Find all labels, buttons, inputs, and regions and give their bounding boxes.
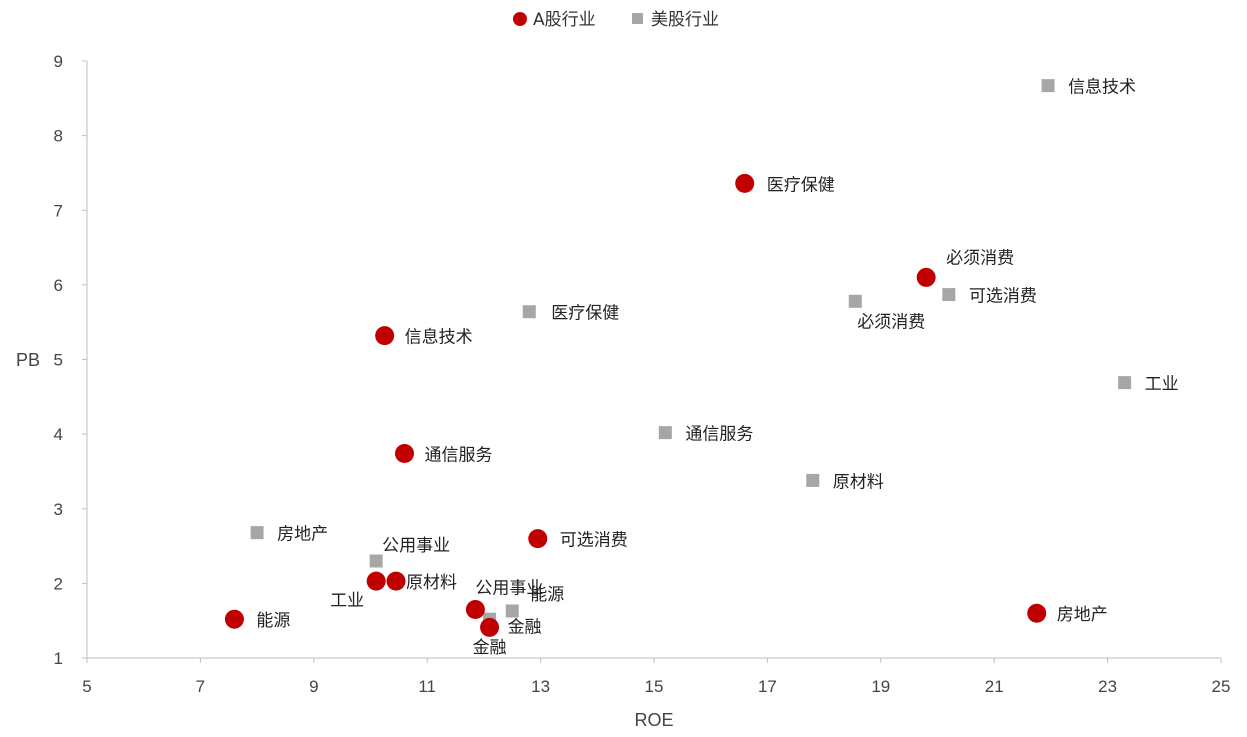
a-share-point: [480, 617, 500, 637]
a-share-point-label: 信息技术: [405, 328, 473, 348]
us-stock-point-label: 能源: [530, 585, 564, 605]
y-tick-label: 2: [54, 574, 63, 593]
a-share-point: [465, 599, 485, 619]
us-stock-point-label: 原材料: [833, 472, 884, 492]
x-tick-label: 11: [418, 677, 436, 696]
us-stock-point-label: 金融: [473, 638, 507, 658]
a-share-point-label: 公用事业: [475, 578, 543, 598]
legend: A股行业 美股行业: [513, 10, 719, 30]
a-share-point: [366, 571, 386, 591]
x-tick-label: 25: [1212, 677, 1231, 696]
y-tick-label: 6: [54, 276, 63, 295]
a-share-point: [224, 609, 244, 629]
y-tick-label: 3: [54, 500, 63, 519]
x-tick-label: 13: [531, 677, 550, 696]
us-stock-point: [522, 305, 536, 319]
us-stock-point-label: 医疗保健: [551, 304, 619, 324]
us-stock-point: [1118, 376, 1132, 390]
a-share-point-label: 工业: [330, 591, 364, 611]
x-tick-label: 21: [985, 677, 1004, 696]
us-stock-point-label: 信息技术: [1068, 78, 1136, 98]
a-share-point-label: 能源: [256, 611, 290, 631]
y-tick-label: 1: [54, 649, 63, 668]
us-stock-point: [1041, 79, 1055, 93]
a-share-point: [375, 326, 395, 346]
us-stock-point: [658, 426, 672, 440]
us-stock-point: [942, 288, 956, 302]
a-share-point-label: 金融: [508, 617, 542, 637]
us-stock-point: [806, 473, 820, 487]
x-axis-title: ROE: [634, 710, 673, 730]
x-tick-label: 9: [309, 677, 318, 696]
us-stock-point-label: 通信服务: [685, 425, 753, 445]
us-stock-point-label: 公用事业: [382, 536, 450, 556]
us-stock-point: [505, 604, 519, 618]
us-stock-point: [250, 526, 264, 540]
us-stock-point: [848, 294, 862, 308]
y-axis-title: PB: [16, 350, 40, 370]
legend-marker-a-share: [513, 12, 527, 26]
a-share-point-label: 医疗保健: [767, 175, 835, 195]
x-tick-label: 5: [82, 677, 91, 696]
y-tick-label: 5: [54, 351, 63, 370]
a-share-point: [395, 444, 415, 464]
a-share-point-label: 原材料: [406, 573, 457, 593]
us-stock-point-label: 工业: [1145, 375, 1179, 395]
legend-label-us-stock: 美股行业: [651, 10, 719, 30]
a-share-point-label: 可选消费: [560, 531, 628, 551]
us-stock-point-label: 必须消费: [857, 312, 925, 332]
legend-marker-us-stock: [632, 13, 643, 24]
y-tick-label: 4: [54, 425, 63, 444]
y-tick-label: 9: [54, 52, 63, 71]
legend-label-a-share: A股行业: [533, 10, 596, 30]
a-share-point-label: 必须消费: [946, 248, 1014, 268]
us-stock-point-label: 可选消费: [969, 287, 1037, 307]
a-share-point: [1027, 603, 1047, 623]
data-points: [224, 79, 1132, 637]
us-stock-point: [369, 554, 383, 568]
x-tick-label: 19: [871, 677, 890, 696]
a-share-point: [386, 571, 406, 591]
y-tick-label: 8: [54, 127, 63, 146]
x-tick-label: 15: [645, 677, 664, 696]
a-share-point: [735, 173, 755, 193]
y-tick-label: 7: [54, 201, 63, 220]
x-tick-label: 7: [196, 677, 205, 696]
a-share-point-label: 通信服务: [425, 446, 493, 466]
a-share-point: [528, 529, 548, 549]
us-stock-point-label: 房地产: [277, 525, 328, 545]
x-tick-label: 17: [758, 677, 777, 696]
a-share-point-label: 房地产: [1057, 605, 1108, 625]
a-share-point: [916, 267, 936, 287]
x-tick-label: 23: [1098, 677, 1117, 696]
